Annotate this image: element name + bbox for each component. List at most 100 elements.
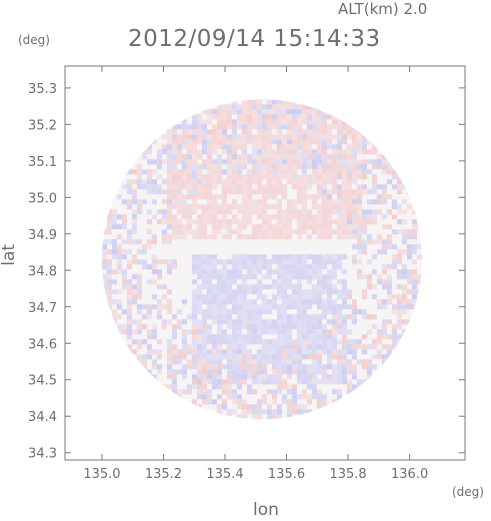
radar-cell	[171, 359, 177, 365]
radar-cell	[311, 319, 317, 325]
radar-cell	[381, 154, 387, 160]
radar-cell	[186, 349, 192, 355]
radar-cell	[181, 344, 187, 350]
radar-cell	[201, 139, 207, 145]
radar-cell	[296, 414, 302, 420]
radar-cell	[341, 179, 347, 185]
radar-cell	[196, 174, 202, 180]
radar-cell	[276, 159, 282, 165]
radar-cell	[306, 339, 312, 345]
radar-cell	[201, 359, 207, 365]
radar-cell	[136, 289, 142, 295]
radar-cell	[271, 114, 277, 120]
radar-cell	[346, 209, 352, 215]
radar-cell	[136, 329, 142, 335]
radar-cell	[336, 149, 342, 155]
radar-cell	[296, 139, 302, 145]
radar-cell	[306, 324, 312, 330]
radar-cell	[106, 239, 112, 245]
radar-cell	[346, 359, 352, 365]
radar-cell	[311, 369, 317, 375]
radar-cell	[216, 164, 222, 170]
radar-cell	[422, 239, 427, 244]
radar-cell	[286, 384, 292, 390]
radar-cell	[181, 319, 187, 325]
radar-cell	[321, 179, 327, 185]
radar-cell	[196, 354, 202, 360]
radar-cell	[261, 154, 267, 160]
radar-cell	[281, 119, 287, 125]
radar-cell	[336, 359, 342, 365]
radar-cell	[376, 164, 382, 170]
radar-cell	[156, 299, 162, 305]
radar-cell	[336, 169, 342, 175]
radar-cell	[206, 204, 212, 210]
radar-cell	[261, 329, 267, 335]
radar-cell	[306, 319, 312, 325]
radar-cell	[211, 109, 217, 115]
radar-cell	[221, 339, 227, 345]
radar-cell	[351, 364, 357, 370]
radar-cell	[121, 284, 127, 290]
radar-cell	[221, 334, 227, 340]
radar-cell	[226, 124, 232, 130]
radar-cell	[166, 309, 172, 315]
radar-cell	[186, 364, 192, 370]
radar-cell	[321, 114, 327, 120]
radar-cell	[216, 339, 222, 345]
radar-cell	[241, 324, 247, 330]
radar-cell	[236, 319, 242, 325]
radar-cell	[191, 329, 197, 335]
radar-cell	[351, 129, 357, 135]
radar-cell	[221, 404, 227, 410]
radar-cell	[261, 379, 267, 385]
radar-cell	[291, 99, 297, 105]
radar-cell	[271, 224, 277, 230]
radar-cell	[211, 289, 217, 295]
radar-cell	[226, 104, 232, 110]
radar-cell	[241, 334, 247, 340]
radar-cell	[316, 394, 322, 400]
radar-cell	[176, 184, 182, 190]
radar-cell	[346, 289, 352, 295]
radar-cell	[231, 274, 237, 280]
radar-cell	[201, 309, 207, 315]
radar-cell	[201, 214, 207, 220]
radar-cell	[226, 279, 232, 285]
radar-cell	[291, 139, 297, 145]
radar-cell	[196, 404, 202, 410]
radar-cell	[266, 179, 272, 185]
radar-cell	[186, 149, 192, 155]
radar-cell	[276, 314, 282, 320]
radar-cell	[181, 144, 187, 150]
radar-cell	[261, 134, 267, 140]
radar-cell	[206, 369, 212, 375]
radar-cell	[301, 349, 307, 355]
radar-cell	[126, 309, 132, 315]
radar-cell	[166, 149, 172, 155]
radar-cell	[266, 104, 272, 110]
radar-cell	[221, 379, 227, 385]
radar-cell	[136, 164, 142, 170]
radar-cell	[181, 174, 187, 180]
radar-cell	[156, 219, 162, 225]
radar-cell	[241, 284, 247, 290]
radar-cell	[336, 254, 342, 260]
radar-cell	[266, 414, 272, 420]
radar-cell	[331, 284, 337, 290]
radar-cell	[311, 179, 317, 185]
radar-cell	[206, 179, 212, 185]
radar-cell	[226, 139, 232, 145]
radar-cell	[366, 369, 372, 375]
radar-cell	[191, 254, 197, 260]
radar-cell	[396, 319, 402, 325]
radar-cell	[331, 289, 337, 295]
radar-cell	[351, 384, 357, 390]
radar-cell	[341, 324, 347, 330]
radar-cell	[231, 259, 237, 265]
radar-cell	[171, 354, 177, 360]
radar-cell	[311, 204, 317, 210]
radar-cell	[411, 259, 417, 265]
radar-cell	[241, 144, 247, 150]
radar-cell	[266, 269, 272, 275]
